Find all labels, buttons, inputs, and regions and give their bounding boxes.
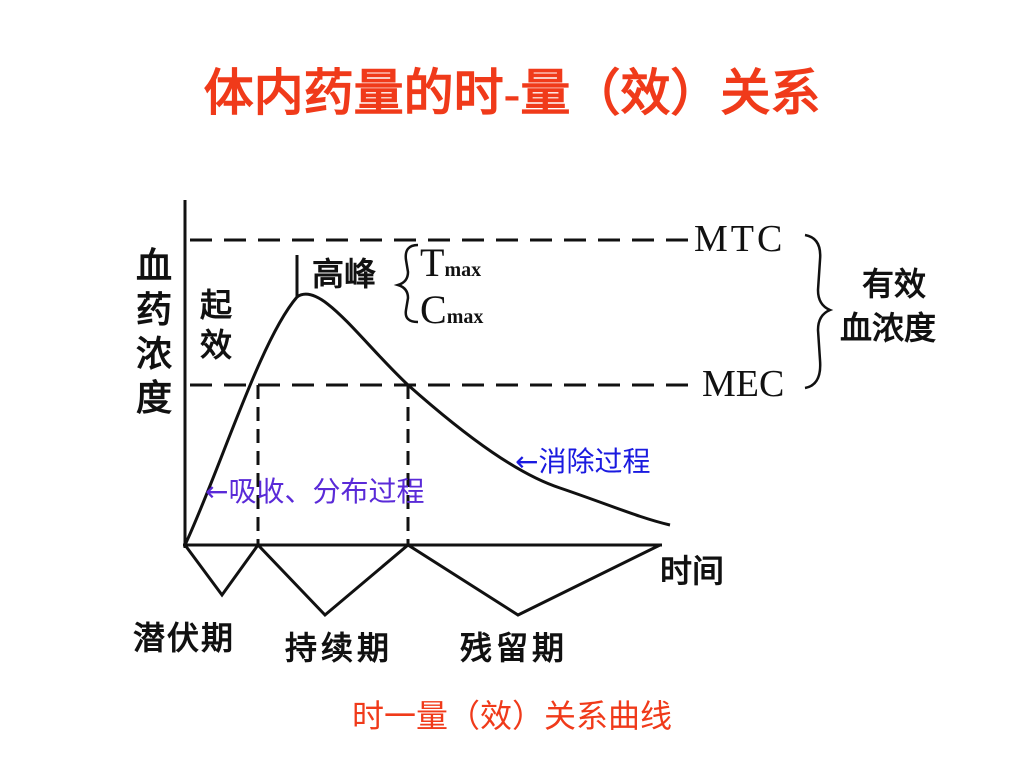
- param-symbol: C: [420, 287, 447, 332]
- concentration-curve: [183, 292, 671, 546]
- peak-label: 高峰: [312, 255, 377, 293]
- effective-label: 有效: [862, 265, 927, 303]
- onset-label: 起效: [200, 286, 233, 364]
- title: 体内药量的时-量（效）关系: [203, 65, 821, 121]
- x-axis-label: 时间: [660, 552, 725, 590]
- param-symbol: T: [420, 240, 445, 285]
- tmax: Tmax: [420, 243, 481, 283]
- phase-label: 潜伏期: [133, 619, 236, 657]
- effective-label: 血浓度: [840, 309, 937, 347]
- cmax: Cmax: [420, 290, 483, 330]
- caption: 时一量（效）关系曲线: [351, 697, 672, 735]
- y-axis-label: 血药浓度: [136, 246, 173, 419]
- peak-brace: [393, 243, 419, 324]
- mec-label: MEC: [702, 363, 785, 405]
- phase-label: 持续期: [285, 629, 394, 667]
- phase-zigzag: [183, 542, 661, 618]
- phase-label: 残留期: [460, 629, 569, 667]
- param-sub: max: [444, 259, 482, 281]
- param-sub: max: [446, 306, 484, 328]
- elimination-label: ←消除过程: [515, 445, 651, 478]
- range-brace: [804, 233, 834, 390]
- absorption-label: ←吸收、分布过程: [205, 475, 425, 508]
- mtc-label: MTC: [694, 218, 786, 260]
